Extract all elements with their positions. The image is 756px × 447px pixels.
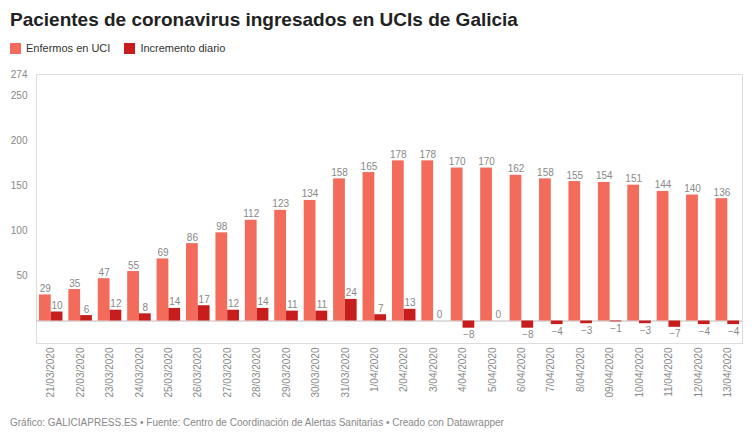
svg-text:14: 14 xyxy=(169,296,181,307)
svg-text:55: 55 xyxy=(128,260,140,271)
svg-text:8: 8 xyxy=(143,302,149,313)
svg-text:151: 151 xyxy=(625,173,642,184)
svg-text:23/03/2020: 23/03/2020 xyxy=(104,347,115,397)
svg-text:200: 200 xyxy=(11,135,28,146)
svg-text:50: 50 xyxy=(16,270,28,281)
svg-text:0: 0 xyxy=(496,309,502,320)
svg-text:17: 17 xyxy=(199,294,211,305)
svg-text:7: 7 xyxy=(378,303,384,314)
svg-text:178: 178 xyxy=(419,149,436,160)
svg-text:100: 100 xyxy=(11,225,28,236)
svg-text:35: 35 xyxy=(69,278,81,289)
svg-text:6: 6 xyxy=(84,304,90,315)
svg-text:150: 150 xyxy=(11,180,28,191)
svg-text:69: 69 xyxy=(157,247,169,258)
svg-text:144: 144 xyxy=(655,179,672,190)
svg-text:21/03/2020: 21/03/2020 xyxy=(45,347,56,397)
svg-text:47: 47 xyxy=(99,267,111,278)
svg-text:158: 158 xyxy=(331,167,348,178)
svg-text:−1: −1 xyxy=(610,323,622,334)
svg-text:12/04/2020: 12/04/2020 xyxy=(693,347,704,397)
svg-text:25/03/2020: 25/03/2020 xyxy=(163,347,174,397)
svg-text:29: 29 xyxy=(40,283,52,294)
svg-text:−4: −4 xyxy=(699,326,711,337)
html-text:Enfermos en UCI: Enfermos en UCI xyxy=(26,42,111,54)
svg-text:−4: −4 xyxy=(728,326,740,337)
svg-text:154: 154 xyxy=(596,170,613,181)
svg-text:170: 170 xyxy=(478,156,495,167)
svg-text:11: 11 xyxy=(317,299,328,310)
svg-text:274: 274 xyxy=(11,69,28,80)
svg-text:4/04/2020: 4/04/2020 xyxy=(457,347,468,392)
svg-text:123: 123 xyxy=(272,198,289,209)
svg-text:−7: −7 xyxy=(669,328,681,339)
svg-text:13: 13 xyxy=(405,297,417,308)
svg-text:6/04/2020: 6/04/2020 xyxy=(516,347,527,392)
svg-text:3/04/2020: 3/04/2020 xyxy=(428,347,439,392)
svg-text:136: 136 xyxy=(714,187,731,198)
svg-text:134: 134 xyxy=(302,188,319,199)
svg-text:250: 250 xyxy=(11,90,28,101)
svg-text:10/04/2020: 10/04/2020 xyxy=(634,347,645,397)
svg-text:178: 178 xyxy=(390,149,407,160)
html-text:Gráfico: GALICIAPRESS.ES • Fue: Gráfico: GALICIAPRESS.ES • Fuente: Centr… xyxy=(10,417,504,428)
svg-text:11/04/2020: 11/04/2020 xyxy=(663,347,674,397)
html-text:Pacientes de coronavirus ingre: Pacientes de coronavirus ingresados en U… xyxy=(10,9,518,30)
svg-text:1/04/2020: 1/04/2020 xyxy=(369,347,380,392)
svg-text:11: 11 xyxy=(287,299,298,310)
svg-text:14: 14 xyxy=(257,296,269,307)
svg-text:−3: −3 xyxy=(640,325,652,336)
svg-text:86: 86 xyxy=(187,232,199,243)
html-text:Incremento diario: Incremento diario xyxy=(140,42,226,54)
svg-text:28/03/2020: 28/03/2020 xyxy=(251,347,262,397)
svg-text:155: 155 xyxy=(566,170,583,181)
svg-text:8/04/2020: 8/04/2020 xyxy=(575,347,586,392)
svg-text:162: 162 xyxy=(508,163,525,174)
svg-text:−8: −8 xyxy=(463,329,475,340)
svg-text:27/03/2020: 27/03/2020 xyxy=(222,347,233,397)
svg-text:31/03/2020: 31/03/2020 xyxy=(340,347,351,397)
svg-text:24: 24 xyxy=(346,287,358,298)
svg-text:12: 12 xyxy=(228,298,240,309)
svg-text:30/03/2020: 30/03/2020 xyxy=(310,347,321,397)
svg-text:158: 158 xyxy=(537,167,554,178)
svg-text:−3: −3 xyxy=(581,325,593,336)
svg-text:09/04/2020: 09/04/2020 xyxy=(604,347,615,397)
svg-text:165: 165 xyxy=(361,161,378,172)
svg-text:5/04/2020: 5/04/2020 xyxy=(487,347,498,392)
svg-text:2/04/2020: 2/04/2020 xyxy=(398,347,409,392)
svg-text:112: 112 xyxy=(243,208,259,219)
svg-text:22/03/2020: 22/03/2020 xyxy=(75,347,86,397)
svg-text:13/04/2020: 13/04/2020 xyxy=(722,347,733,397)
svg-text:7/04/2020: 7/04/2020 xyxy=(545,347,556,392)
svg-text:98: 98 xyxy=(216,221,228,232)
svg-text:−8: −8 xyxy=(522,329,534,340)
svg-text:12: 12 xyxy=(110,298,122,309)
svg-text:29/03/2020: 29/03/2020 xyxy=(281,347,292,397)
svg-text:0: 0 xyxy=(437,309,443,320)
svg-text:26/03/2020: 26/03/2020 xyxy=(192,347,203,397)
svg-text:10: 10 xyxy=(52,300,64,311)
svg-text:140: 140 xyxy=(684,183,701,194)
svg-text:−4: −4 xyxy=(551,326,563,337)
svg-text:170: 170 xyxy=(449,156,466,167)
svg-text:24/03/2020: 24/03/2020 xyxy=(134,347,145,397)
